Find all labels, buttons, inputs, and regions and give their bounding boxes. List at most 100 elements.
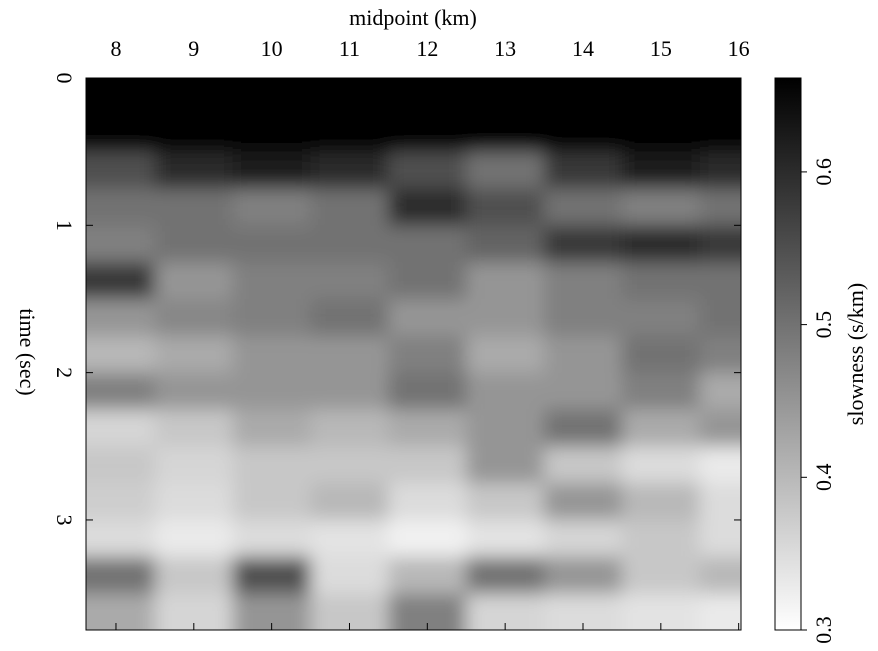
heatmap-cell: [154, 372, 234, 410]
heatmap-cell: [544, 409, 623, 447]
heatmap-cell: [466, 298, 545, 337]
heatmap-cell: [388, 372, 467, 410]
heatmap-cell: [86, 298, 156, 337]
y-tick-label: 0: [52, 73, 77, 84]
y-tick-label: 1: [52, 220, 77, 231]
heatmap-cell: [699, 335, 741, 374]
heatmap-cell: [388, 593, 467, 630]
colorbar: [774, 77, 802, 631]
heatmap-cell: [699, 298, 741, 337]
heatmap: [86, 78, 741, 630]
heatmap-cell: [699, 372, 741, 410]
heatmap-cell: [232, 335, 312, 374]
heatmap-cell: [466, 78, 545, 116]
heatmap-cell: [154, 298, 234, 337]
heatmap-cell: [310, 409, 389, 447]
heatmap-cell: [544, 262, 623, 300]
heatmap-cell: [544, 483, 623, 521]
heatmap-cell: [232, 298, 312, 337]
y-tick-label: 3: [52, 514, 77, 525]
heatmap-cell: [466, 114, 545, 153]
heatmap-cell: [388, 114, 467, 153]
heatmap-cell: [388, 409, 467, 447]
heatmap-cell: [388, 446, 467, 484]
heatmap-cell: [310, 298, 389, 337]
heatmap-cell: [154, 556, 234, 595]
heatmap-cell: [699, 225, 741, 263]
heatmap-cell: [699, 593, 741, 630]
heatmap-cell: [86, 114, 156, 153]
heatmap-cell: [232, 372, 312, 410]
heatmap-cell: [154, 519, 234, 558]
heatmap-cell: [699, 151, 741, 189]
x-tick-label: 13: [494, 36, 516, 61]
heatmap-cell: [466, 225, 545, 263]
heatmap-cell: [86, 335, 156, 374]
heatmap-cell: [621, 593, 701, 630]
heatmap-cell: [466, 151, 545, 189]
heatmap-cell: [544, 225, 623, 263]
heatmap-cell: [154, 409, 234, 447]
heatmap-cell: [154, 151, 234, 189]
heatmap-cell: [388, 225, 467, 263]
colorbar-tick-label: 0.4: [811, 464, 836, 492]
heatmap-cell: [466, 188, 545, 226]
heatmap-cell: [544, 519, 623, 558]
plot-area: [86, 78, 741, 630]
x-tick-label: 15: [650, 36, 672, 61]
heatmap-cell: [232, 446, 312, 484]
heatmap-cell: [544, 151, 623, 189]
heatmap-cell: [232, 593, 312, 630]
heatmap-cell: [86, 593, 156, 630]
heatmap-cell: [310, 556, 389, 595]
heatmap-cell: [310, 114, 389, 153]
x-tick-label: 10: [261, 36, 283, 61]
heatmap-cell: [310, 262, 389, 300]
heatmap-cell: [310, 225, 389, 263]
heatmap-cell: [621, 409, 701, 447]
heatmap-cell: [310, 335, 389, 374]
heatmap-cell: [310, 78, 389, 116]
heatmap-cell: [232, 188, 312, 226]
colorbar-tick-label: 0.3: [811, 616, 836, 644]
heatmap-cell: [154, 483, 234, 521]
heatmap-cell: [699, 114, 741, 153]
heatmap-cell: [388, 556, 467, 595]
heatmap-cell: [466, 593, 545, 630]
heatmap-cell: [466, 519, 545, 558]
heatmap-cell: [232, 483, 312, 521]
heatmap-cell: [86, 519, 156, 558]
heatmap-cell: [466, 483, 545, 521]
heatmap-cell: [544, 556, 623, 595]
heatmap-cell: [544, 78, 623, 116]
x-tick-label: 14: [572, 36, 594, 61]
heatmap-cell: [154, 225, 234, 263]
heatmap-cell: [388, 335, 467, 374]
heatmap-cell: [544, 372, 623, 410]
heatmap-cell: [699, 188, 741, 226]
y-tick-label: 2: [52, 367, 77, 378]
heatmap-cell: [621, 483, 701, 521]
heatmap-cell: [232, 78, 312, 116]
heatmap-cell: [621, 335, 701, 374]
heatmap-cell: [466, 556, 545, 595]
heatmap-cell: [86, 483, 156, 521]
heatmap-cell: [466, 335, 545, 374]
x-axis-label: midpoint (km): [349, 5, 477, 30]
heatmap-cell: [232, 262, 312, 300]
heatmap-cell: [621, 556, 701, 595]
heatmap-cell: [544, 446, 623, 484]
heatmap-cell: [466, 372, 545, 410]
heatmap-cell: [388, 262, 467, 300]
heatmap-cell: [232, 556, 312, 595]
heatmap-cell: [388, 298, 467, 337]
heatmap-cell: [154, 446, 234, 484]
heatmap-cell: [86, 225, 156, 263]
heatmap-cell: [232, 519, 312, 558]
heatmap-cell: [86, 188, 156, 226]
heatmap-cell: [466, 262, 545, 300]
heatmap-cell: [621, 151, 701, 189]
heatmap-cell: [86, 78, 156, 116]
